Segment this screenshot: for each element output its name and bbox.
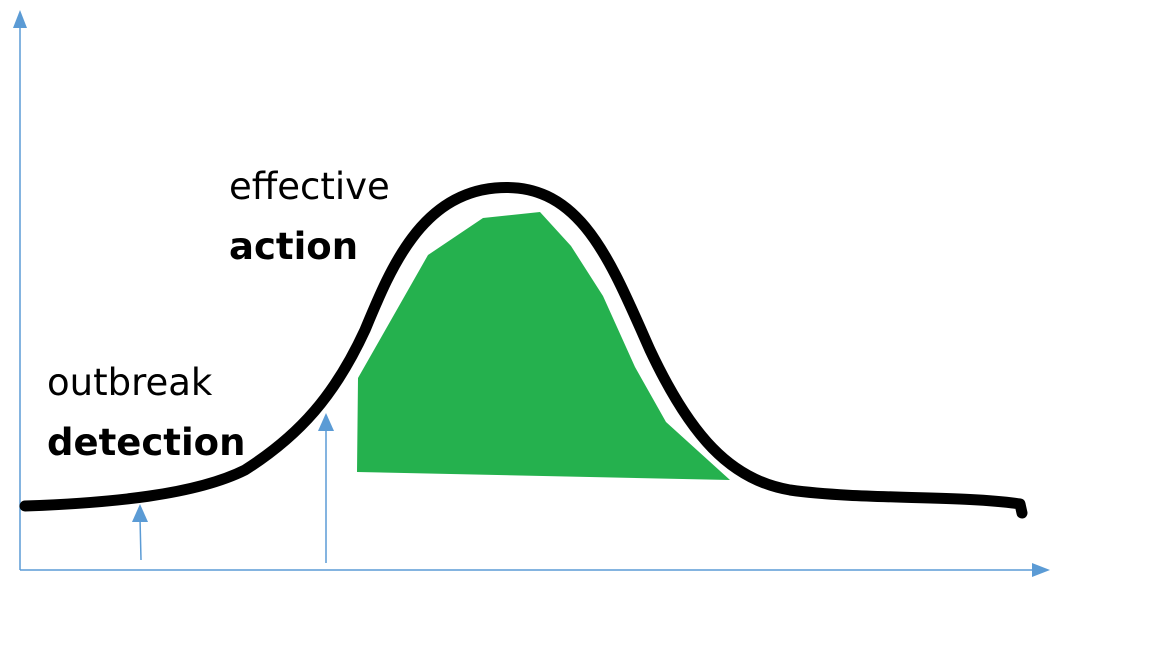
effective-action-marker-arrowhead [318,413,334,431]
effective-action-label-line2: action [229,228,358,265]
epidemic-curve [19,181,1028,519]
outbreak-detection-marker-arrowhead [132,504,148,522]
x-axis-arrowhead [1032,563,1050,577]
effective-action-label-bold: action [229,225,359,268]
intervention-area [357,212,730,480]
outbreak-detection-label-line1: outbreak [47,361,213,404]
outbreak-detection-label-line2: detection [47,424,245,461]
outbreak-detection-marker-line [139,517,142,561]
y-axis-arrowhead [13,10,27,28]
effective-action-label-line1: effective [229,165,390,208]
outbreak-detection-label-bold: detection [47,421,246,464]
